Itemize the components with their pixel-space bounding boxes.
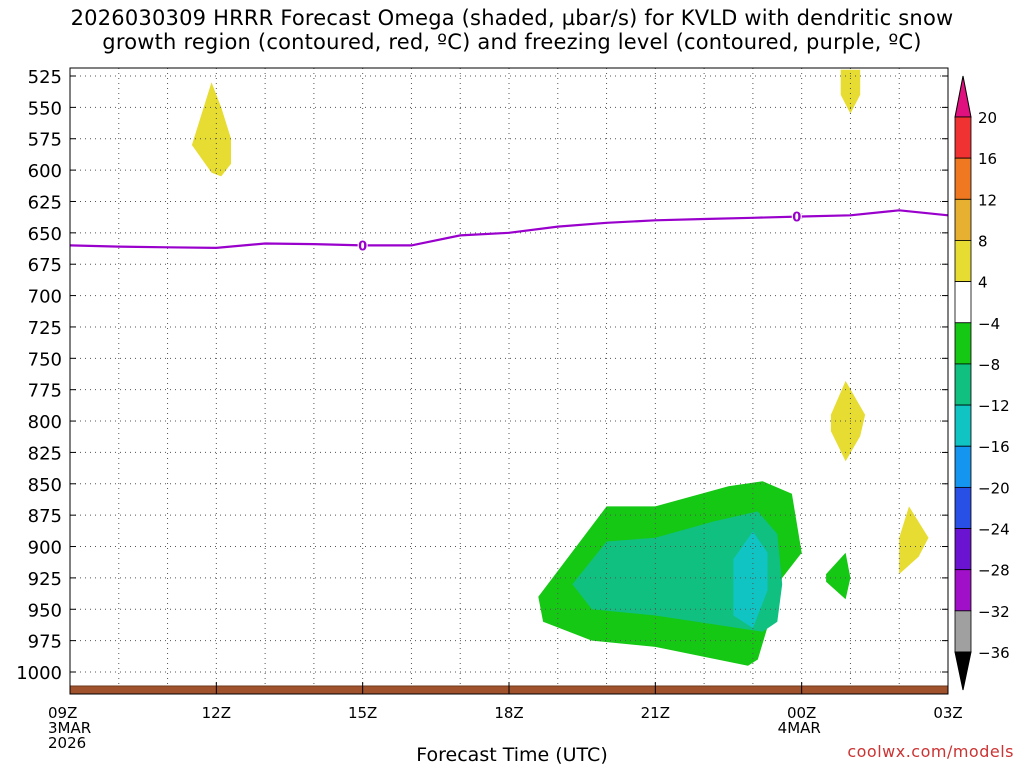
x-tick-label-6-0: 15Z <box>348 704 377 722</box>
y-tick-label-900: 900 <box>28 538 62 559</box>
y-tick-label-775: 775 <box>28 381 62 402</box>
y-tick-label-625: 625 <box>28 192 62 213</box>
colorbar-swatch-0 <box>954 116 972 159</box>
y-tick-label-700: 700 <box>28 287 62 308</box>
y-tick-label-725: 725 <box>28 318 62 339</box>
omega-shading-layer <box>191 69 929 666</box>
y-tick-label-650: 650 <box>28 224 62 245</box>
y-axis-ticks: 525 550 575 600 625 650 675 700 725 750 775 800 825 8… <box>16 67 948 684</box>
y-tick-label-525: 525 <box>28 67 62 88</box>
y-tick-label-575: 575 <box>28 130 62 151</box>
colorbar-swatch-7 <box>954 404 972 447</box>
colorbar-label-9: −20 <box>978 479 1010 497</box>
freezing-level-line <box>69 209 949 250</box>
y-tick-label-950: 950 <box>28 600 62 621</box>
colorbar-label-12: −32 <box>978 603 1010 621</box>
colorbar-swatch-1 <box>954 157 972 200</box>
chart-title: 2026030309 HRRR Forecast Omega (shaded, … <box>0 6 1024 54</box>
y-tick-label-675: 675 <box>28 255 62 276</box>
colorbar-swatch-12 <box>954 610 972 653</box>
colorbar-label-1: 16 <box>978 150 997 168</box>
colorbar-label-2: 12 <box>978 191 997 209</box>
y-tick-label-875: 875 <box>28 506 62 527</box>
colorbar-swatch-9 <box>954 486 972 529</box>
colorbar-swatch-4 <box>954 281 972 324</box>
omega-region-6 <box>572 511 783 632</box>
colorbar-label-5: −4 <box>978 315 1000 333</box>
freezing-label-bg-1 <box>791 209 802 224</box>
y-tick-label-975: 975 <box>28 632 62 653</box>
y-tick-label-925: 925 <box>28 569 62 590</box>
freezing-level-label-0: 0 <box>358 239 367 254</box>
freezing-level-layer: 00 <box>69 209 949 254</box>
omega-region-2 <box>830 380 866 462</box>
chart-title-line-1: 2026030309 HRRR Forecast Omega (shaded, … <box>70 6 954 30</box>
omega-region-0 <box>191 82 231 177</box>
colorbar-swatch-10 <box>954 528 972 571</box>
x-tick-label-0-1: 3MAR <box>48 719 91 737</box>
freezing-level-label-1: 0 <box>792 211 801 226</box>
omega-region-7 <box>733 531 768 629</box>
x-tick-label-0-2: 2026 <box>48 734 86 752</box>
colorbar-label-3: 8 <box>978 232 988 250</box>
colorbar-label-0: 20 <box>978 109 997 127</box>
colorbar-swatch-3 <box>954 240 972 283</box>
y-tick-label-1000: 1000 <box>16 663 62 684</box>
x-tick-label-18-0: 03Z <box>933 704 962 722</box>
colorbar-swatch-5 <box>954 322 972 365</box>
chart-title-line-2: growth region (contoured, red, ºC) and f… <box>102 30 922 54</box>
x-tick-label-15-0: 00Z <box>787 704 816 722</box>
x-tick-label-12-0: 21Z <box>641 704 670 722</box>
omega-region-5 <box>826 552 851 600</box>
colorbar-label-6: −8 <box>978 356 1000 374</box>
y-tick-label-550: 550 <box>28 98 62 119</box>
colorbar-label-10: −24 <box>978 521 1010 539</box>
omega-region-1 <box>840 69 861 114</box>
omega-region-3 <box>899 506 929 575</box>
colorbar-swatch-6 <box>954 363 972 406</box>
x-tick-label-9-0: 18Z <box>494 704 523 722</box>
plot-frame-layer <box>69 67 949 695</box>
y-tick-label-750: 750 <box>28 349 62 370</box>
freezing-label-bg-0 <box>357 238 368 253</box>
colorbar-label-13: −36 <box>978 644 1010 662</box>
plot-frame <box>69 67 949 695</box>
colorbar-label-7: −12 <box>978 397 1010 415</box>
colorbar-top-arrow <box>954 75 972 118</box>
colorbar: 20 16 12 8 4 −4 −8 −12 −16 −20 −24 −28 −32 −36 <box>954 75 1010 691</box>
colorbar-label-4: 4 <box>978 274 988 292</box>
y-tick-label-800: 800 <box>28 412 62 433</box>
site-credit: coolwx.com/models <box>847 742 1014 761</box>
colorbar-swatch-2 <box>954 198 972 241</box>
y-tick-label-850: 850 <box>28 475 62 496</box>
colorbar-swatch-11 <box>954 569 972 612</box>
colorbar-swatch-8 <box>954 445 972 488</box>
x-tick-label-0-0: 09Z <box>48 704 77 722</box>
grid-layer <box>70 68 948 688</box>
y-tick-label-825: 825 <box>28 443 62 464</box>
x-axis-title: Forecast Time (UTC) <box>416 744 608 766</box>
colorbar-label-8: −16 <box>978 438 1010 456</box>
x-tick-label-3-0: 12Z <box>202 704 231 722</box>
y-tick-label-600: 600 <box>28 161 62 182</box>
colorbar-label-11: −28 <box>978 562 1010 580</box>
x-tick-label-15-1: 4MAR <box>778 719 821 737</box>
colorbar-bottom-arrow <box>954 651 972 691</box>
